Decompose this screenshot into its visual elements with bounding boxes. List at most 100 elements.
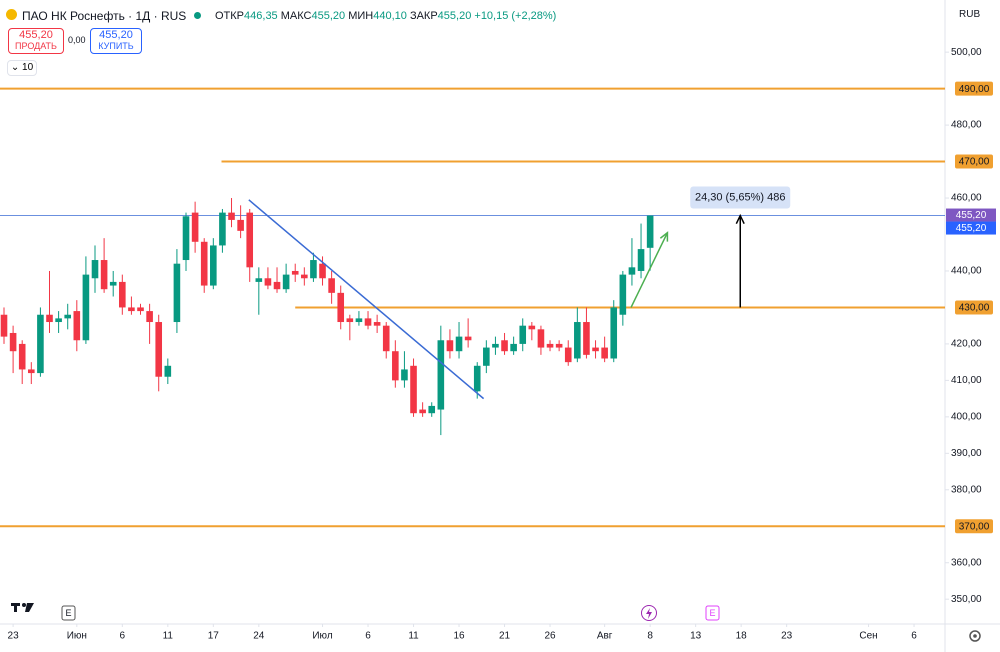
x-tick-label: Июл [312, 631, 332, 642]
candle-body [282, 274, 290, 290]
candle-body [364, 318, 372, 326]
level-label: 490,00 [959, 84, 990, 95]
candle-body [18, 343, 26, 370]
arrow-head [659, 231, 669, 242]
candle-body [346, 318, 354, 323]
price-label-box [946, 208, 996, 222]
y-tick-label: 440,00 [951, 266, 982, 277]
trend-line [248, 199, 485, 400]
candle-body [373, 322, 381, 326]
event-icon[interactable]: E [61, 605, 76, 621]
candle-body [237, 219, 244, 231]
candle-body [628, 267, 636, 275]
indicator[interactable]: ⌄ 10 [7, 60, 37, 76]
candle-body [173, 263, 181, 323]
logo [6, 9, 17, 20]
candle-body [291, 270, 299, 275]
value: 455,20 [437, 10, 472, 22]
candle-body [82, 274, 90, 341]
dividend-icon[interactable] [641, 605, 657, 621]
x-tick-label: 6 [365, 631, 371, 642]
y-tick-label: 350,00 [951, 594, 982, 605]
candle-body [109, 281, 117, 286]
ohlc: ОТКР446,35 МАКС455,20 МИН440,10 ЗАКР455,… [215, 10, 556, 22]
x-tick-label: Авг [597, 631, 613, 642]
candle-body [410, 365, 417, 414]
y-tick-label: 360,00 [951, 557, 982, 568]
y-tick-label: 460,00 [951, 193, 982, 204]
price-label: 455,20 [956, 210, 987, 221]
candle-body [564, 347, 572, 363]
candle-body [601, 347, 608, 359]
arrow-line [630, 232, 669, 308]
buy-button[interactable]: 455,20 КУПИТЬ [90, 28, 142, 54]
buy-label: КУПИТЬ [98, 41, 134, 51]
y-tick-label: 420,00 [951, 339, 982, 350]
candle-body [73, 311, 81, 341]
x-tick-label: 6 [120, 631, 126, 642]
candle-body [328, 278, 335, 293]
x-tick-label: 11 [163, 631, 174, 642]
candle-body [137, 307, 144, 312]
x-tick-label: 18 [736, 631, 748, 642]
candle-body [128, 307, 135, 312]
settings-icon[interactable] [969, 630, 981, 642]
candle-body [419, 409, 426, 414]
candle-body [464, 336, 472, 341]
earnings-icon[interactable]: E [705, 605, 720, 621]
level-label-box [955, 81, 993, 96]
sell-price: 455,20 [19, 29, 53, 41]
candle-body [200, 241, 208, 286]
candle-body [210, 245, 217, 286]
candle-body [510, 343, 517, 352]
sell-button[interactable]: 455,20 ПРОДАТЬ [8, 28, 64, 54]
x-tick-label: 6 [911, 631, 917, 642]
level-label-box [955, 300, 993, 315]
level-label: 430,00 [959, 303, 990, 314]
candle-body [155, 322, 163, 377]
candle-body [473, 365, 481, 392]
level-label-box [955, 519, 993, 534]
x-tick-label: 23 [781, 631, 793, 642]
currency[interactable]: RUB [959, 9, 981, 20]
x-tick-label: 21 [499, 631, 511, 642]
status-dot [194, 12, 201, 19]
svg-text:E: E [709, 608, 715, 618]
price-label: 455,20 [956, 223, 987, 234]
candle-body [492, 343, 499, 348]
candle-body [401, 369, 408, 381]
candle-body [592, 347, 599, 352]
measure-label-box [690, 186, 791, 209]
x-tick-label: 13 [690, 631, 702, 642]
symbol: ПАО НК Роснефть · 1Д · RUS [22, 9, 187, 23]
label: МИН [348, 10, 374, 22]
y-tick-label: 380,00 [951, 484, 982, 495]
svg-text:E: E [65, 608, 71, 618]
level-label: 370,00 [959, 521, 990, 532]
candle-body [146, 311, 153, 323]
candle-body [428, 405, 436, 414]
candle-body [228, 212, 235, 220]
candle-body [0, 314, 8, 337]
candle-body [637, 249, 645, 271]
candle-body [64, 314, 72, 319]
price-label-box [946, 221, 996, 235]
candle-body [255, 278, 263, 282]
candle-body [37, 314, 44, 374]
x-tick-label: 23 [8, 631, 20, 642]
candle-body [546, 343, 554, 348]
candle-body [382, 325, 390, 352]
buy-price: 455,20 [99, 29, 133, 41]
indicator-value: 10 [22, 62, 34, 73]
candle-body [619, 274, 627, 315]
y-tick-label: 390,00 [951, 448, 982, 459]
candle-body [246, 212, 254, 268]
candle-body [310, 260, 317, 279]
label: МАКС [280, 10, 312, 22]
y-tick-label: 410,00 [951, 375, 982, 386]
x-tick-label: 11 [408, 631, 419, 642]
candle-body [574, 322, 581, 359]
